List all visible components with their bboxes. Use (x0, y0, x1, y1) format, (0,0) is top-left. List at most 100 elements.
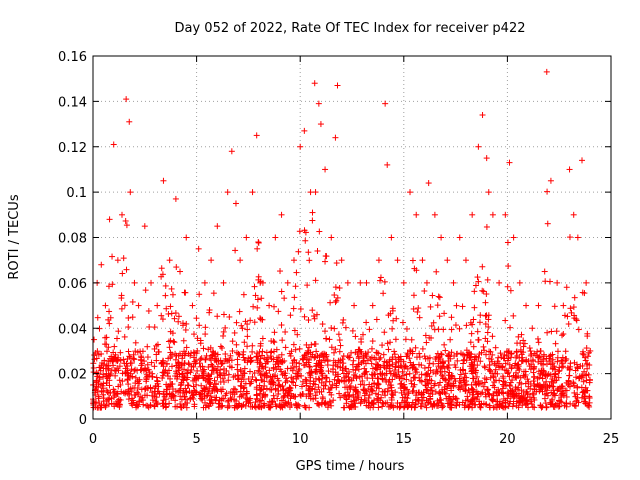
data-point (182, 326, 189, 333)
data-point (509, 377, 516, 384)
data-point (267, 386, 274, 393)
data-point (242, 318, 249, 325)
data-point (112, 372, 119, 379)
data-point (110, 394, 117, 401)
data-point (575, 326, 582, 333)
data-point (422, 332, 429, 339)
data-point (430, 360, 437, 367)
data-point (302, 229, 309, 236)
data-point (560, 302, 567, 309)
data-point (120, 389, 127, 396)
data-point (438, 372, 445, 379)
data-point (215, 404, 222, 411)
data-point (115, 328, 122, 335)
y-tick-label: 0.06 (58, 277, 87, 292)
data-point (120, 255, 127, 262)
data-point (312, 341, 319, 348)
data-point (474, 362, 481, 369)
data-point (313, 389, 320, 396)
data-point (110, 356, 117, 363)
data-point (128, 388, 135, 395)
data-point (206, 355, 213, 362)
data-point (115, 383, 122, 390)
data-point (529, 325, 536, 332)
data-point (127, 189, 134, 196)
data-point (540, 358, 547, 365)
data-point (571, 312, 578, 319)
data-point (217, 343, 224, 350)
data-point (483, 376, 490, 383)
data-point (231, 391, 238, 398)
data-point (205, 403, 212, 410)
data-point (154, 380, 161, 387)
data-point (142, 287, 149, 294)
data-point (474, 328, 481, 335)
data-point (369, 399, 376, 406)
data-point (416, 314, 423, 321)
data-point (581, 398, 588, 405)
data-point (139, 348, 146, 355)
data-point (249, 403, 256, 410)
data-point (385, 346, 392, 353)
data-point (484, 386, 491, 393)
data-point (119, 270, 126, 277)
data-points (90, 68, 594, 411)
data-point (502, 360, 509, 367)
data-point (200, 345, 207, 352)
data-point (482, 312, 489, 319)
data-point (572, 403, 579, 410)
data-point (358, 336, 365, 343)
data-point (456, 325, 463, 332)
data-point (90, 364, 97, 371)
data-point (282, 344, 289, 351)
data-point (256, 348, 263, 355)
data-point (362, 350, 369, 357)
data-point (101, 341, 108, 348)
data-point (505, 349, 512, 356)
data-point (328, 402, 335, 409)
data-point (288, 348, 295, 355)
data-point (323, 335, 330, 342)
data-point (301, 402, 308, 409)
data-point (241, 339, 248, 346)
data-point (303, 377, 310, 384)
data-point (330, 397, 337, 404)
data-point (380, 290, 387, 297)
data-point (158, 312, 165, 319)
data-point (412, 392, 419, 399)
data-point (582, 357, 589, 364)
data-point (142, 365, 149, 372)
data-point (416, 361, 423, 368)
data-point (180, 377, 187, 384)
data-point (276, 401, 283, 408)
data-point (343, 370, 350, 377)
data-point (517, 398, 524, 405)
data-point (354, 350, 361, 357)
data-point (244, 333, 251, 340)
data-point (502, 397, 509, 404)
data-point (453, 302, 460, 309)
data-point (90, 402, 97, 409)
data-point (274, 358, 281, 365)
data-point (361, 365, 368, 372)
data-point (151, 363, 158, 370)
data-point (505, 263, 512, 270)
data-point (195, 245, 202, 252)
data-point (456, 401, 463, 408)
data-point (351, 371, 358, 378)
data-point (459, 351, 466, 358)
data-point (125, 314, 132, 321)
data-point (477, 404, 484, 411)
data-point (237, 382, 244, 389)
data-point (178, 362, 185, 369)
data-point (294, 331, 301, 338)
data-point (95, 393, 102, 400)
data-point (124, 377, 131, 384)
data-point (169, 386, 176, 393)
data-point (395, 368, 402, 375)
data-point (193, 381, 200, 388)
data-point (130, 351, 137, 358)
data-point (344, 279, 351, 286)
data-point (489, 351, 496, 358)
data-point (233, 341, 240, 348)
